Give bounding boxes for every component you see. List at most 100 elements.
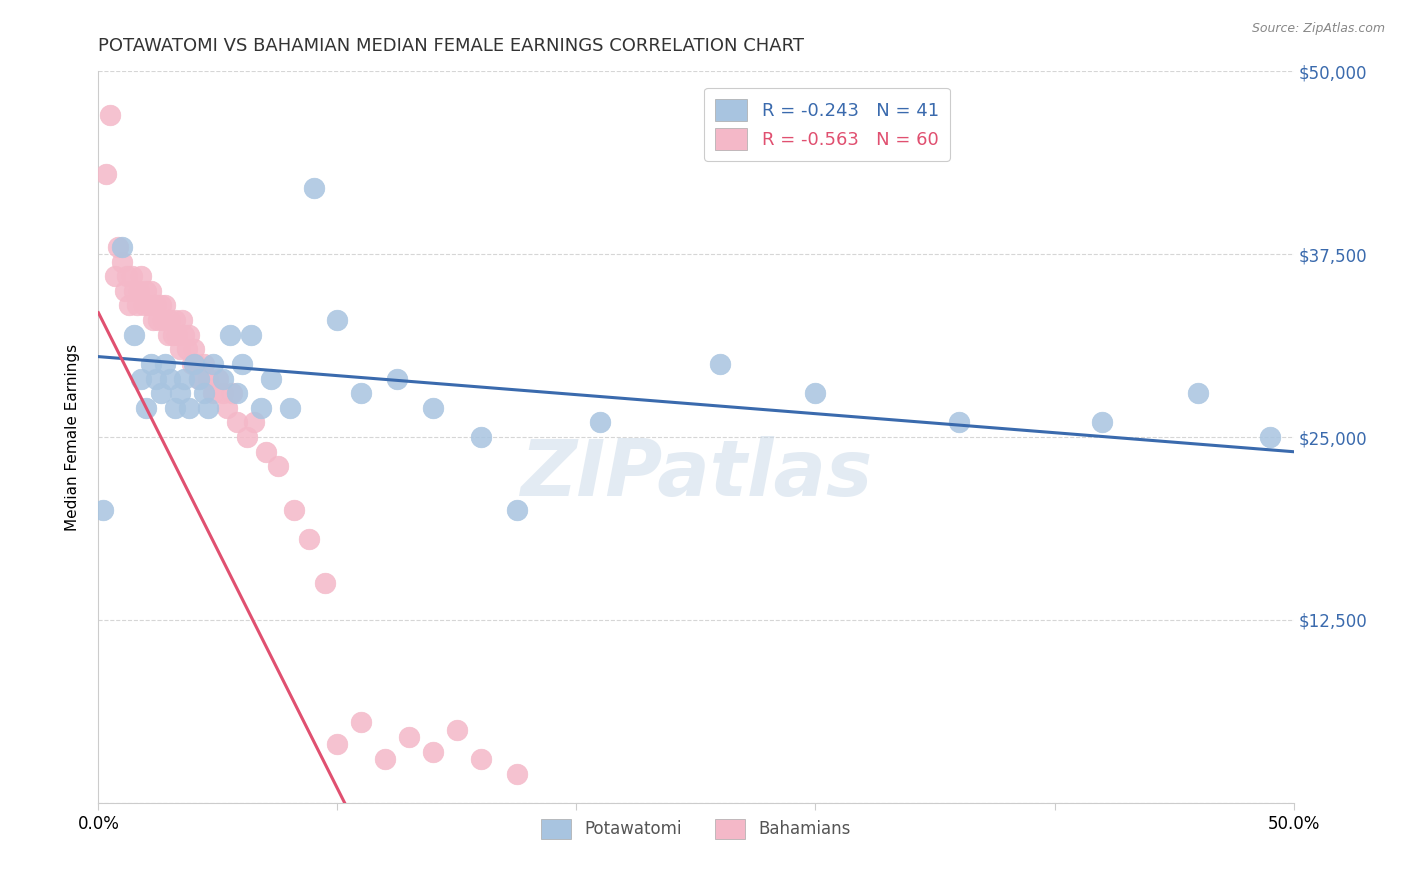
Point bbox=[207, 371, 229, 385]
Point bbox=[278, 401, 301, 415]
Point bbox=[259, 371, 281, 385]
Point bbox=[302, 181, 325, 195]
Point bbox=[187, 371, 209, 385]
Point bbox=[111, 240, 134, 254]
Point bbox=[193, 386, 215, 401]
Point bbox=[94, 167, 117, 181]
Point bbox=[128, 284, 150, 298]
Point bbox=[243, 416, 266, 430]
Point bbox=[138, 298, 160, 312]
Point bbox=[149, 298, 172, 312]
Point bbox=[315, 576, 337, 591]
Point bbox=[350, 715, 373, 730]
Point bbox=[173, 327, 195, 342]
Point bbox=[139, 357, 162, 371]
Point bbox=[139, 284, 162, 298]
Point bbox=[709, 357, 731, 371]
Point bbox=[121, 269, 143, 284]
Point bbox=[221, 386, 243, 401]
Point bbox=[1187, 386, 1209, 401]
Point bbox=[159, 371, 181, 385]
Point bbox=[149, 386, 172, 401]
Point bbox=[187, 371, 209, 385]
Point bbox=[98, 108, 122, 122]
Point bbox=[398, 730, 420, 744]
Point bbox=[163, 401, 186, 415]
Point bbox=[179, 327, 201, 342]
Point bbox=[197, 401, 219, 415]
Point bbox=[254, 444, 277, 458]
Point bbox=[118, 298, 141, 312]
Point bbox=[145, 298, 167, 312]
Point bbox=[211, 371, 233, 385]
Legend: Potawatomi, Bahamians: Potawatomi, Bahamians bbox=[534, 812, 858, 846]
Point bbox=[111, 254, 134, 268]
Point bbox=[350, 386, 373, 401]
Point bbox=[152, 313, 174, 327]
Point bbox=[132, 298, 155, 312]
Point bbox=[202, 357, 225, 371]
Point bbox=[470, 752, 492, 766]
Point bbox=[162, 327, 184, 342]
Point bbox=[197, 371, 219, 385]
Point bbox=[145, 371, 167, 385]
Point bbox=[589, 416, 612, 430]
Point bbox=[506, 766, 529, 780]
Point bbox=[385, 371, 409, 385]
Point bbox=[142, 313, 165, 327]
Point bbox=[183, 343, 205, 357]
Point bbox=[235, 430, 257, 444]
Text: POTAWATOMI VS BAHAMIAN MEDIAN FEMALE EARNINGS CORRELATION CHART: POTAWATOMI VS BAHAMIAN MEDIAN FEMALE EAR… bbox=[98, 37, 804, 54]
Point bbox=[202, 386, 225, 401]
Point bbox=[104, 269, 127, 284]
Point bbox=[422, 401, 444, 415]
Point bbox=[183, 357, 205, 371]
Point bbox=[250, 401, 273, 415]
Point bbox=[326, 313, 349, 327]
Point bbox=[163, 313, 186, 327]
Y-axis label: Median Female Earnings: Median Female Earnings bbox=[65, 343, 80, 531]
Point bbox=[148, 313, 170, 327]
Point bbox=[267, 459, 290, 474]
Point bbox=[180, 357, 202, 371]
Point bbox=[1258, 430, 1281, 444]
Point bbox=[124, 284, 146, 298]
Point bbox=[186, 357, 208, 371]
Point bbox=[172, 313, 194, 327]
Point bbox=[211, 386, 233, 401]
Point bbox=[217, 401, 239, 415]
Point bbox=[169, 386, 191, 401]
Point bbox=[374, 752, 396, 766]
Point bbox=[114, 284, 136, 298]
Point bbox=[240, 327, 263, 342]
Point bbox=[948, 416, 970, 430]
Point bbox=[131, 269, 153, 284]
Text: ZIPatlas: ZIPatlas bbox=[520, 435, 872, 512]
Point bbox=[176, 343, 198, 357]
Point bbox=[169, 343, 191, 357]
Point bbox=[166, 327, 188, 342]
Point bbox=[219, 327, 242, 342]
Point bbox=[1091, 416, 1114, 430]
Point bbox=[226, 416, 249, 430]
Point bbox=[446, 723, 468, 737]
Point bbox=[125, 298, 148, 312]
Point bbox=[283, 503, 305, 517]
Point bbox=[193, 357, 215, 371]
Point bbox=[115, 269, 138, 284]
Point bbox=[422, 745, 444, 759]
Point bbox=[159, 313, 181, 327]
Point bbox=[135, 284, 157, 298]
Point bbox=[298, 533, 321, 547]
Point bbox=[91, 503, 114, 517]
Point bbox=[326, 737, 349, 751]
Point bbox=[173, 371, 195, 385]
Point bbox=[231, 357, 253, 371]
Point bbox=[155, 357, 177, 371]
Point bbox=[506, 503, 529, 517]
Point bbox=[470, 430, 492, 444]
Point bbox=[226, 386, 249, 401]
Point bbox=[155, 298, 177, 312]
Point bbox=[804, 386, 827, 401]
Point bbox=[156, 327, 179, 342]
